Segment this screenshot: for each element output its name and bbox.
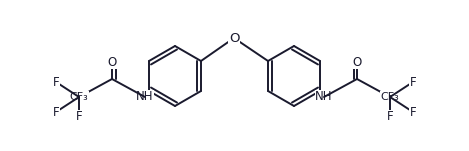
Text: F: F bbox=[410, 76, 416, 88]
Text: CF₃: CF₃ bbox=[381, 92, 400, 102]
Text: O: O bbox=[229, 32, 239, 45]
Text: F: F bbox=[410, 106, 416, 119]
Text: NH: NH bbox=[315, 90, 333, 103]
Text: F: F bbox=[53, 76, 59, 88]
Text: F: F bbox=[76, 111, 83, 124]
Text: CF₃: CF₃ bbox=[69, 92, 88, 102]
Text: F: F bbox=[53, 106, 59, 119]
Text: F: F bbox=[386, 111, 393, 124]
Text: O: O bbox=[352, 56, 362, 69]
Text: O: O bbox=[107, 56, 117, 69]
Text: NH: NH bbox=[136, 90, 154, 103]
